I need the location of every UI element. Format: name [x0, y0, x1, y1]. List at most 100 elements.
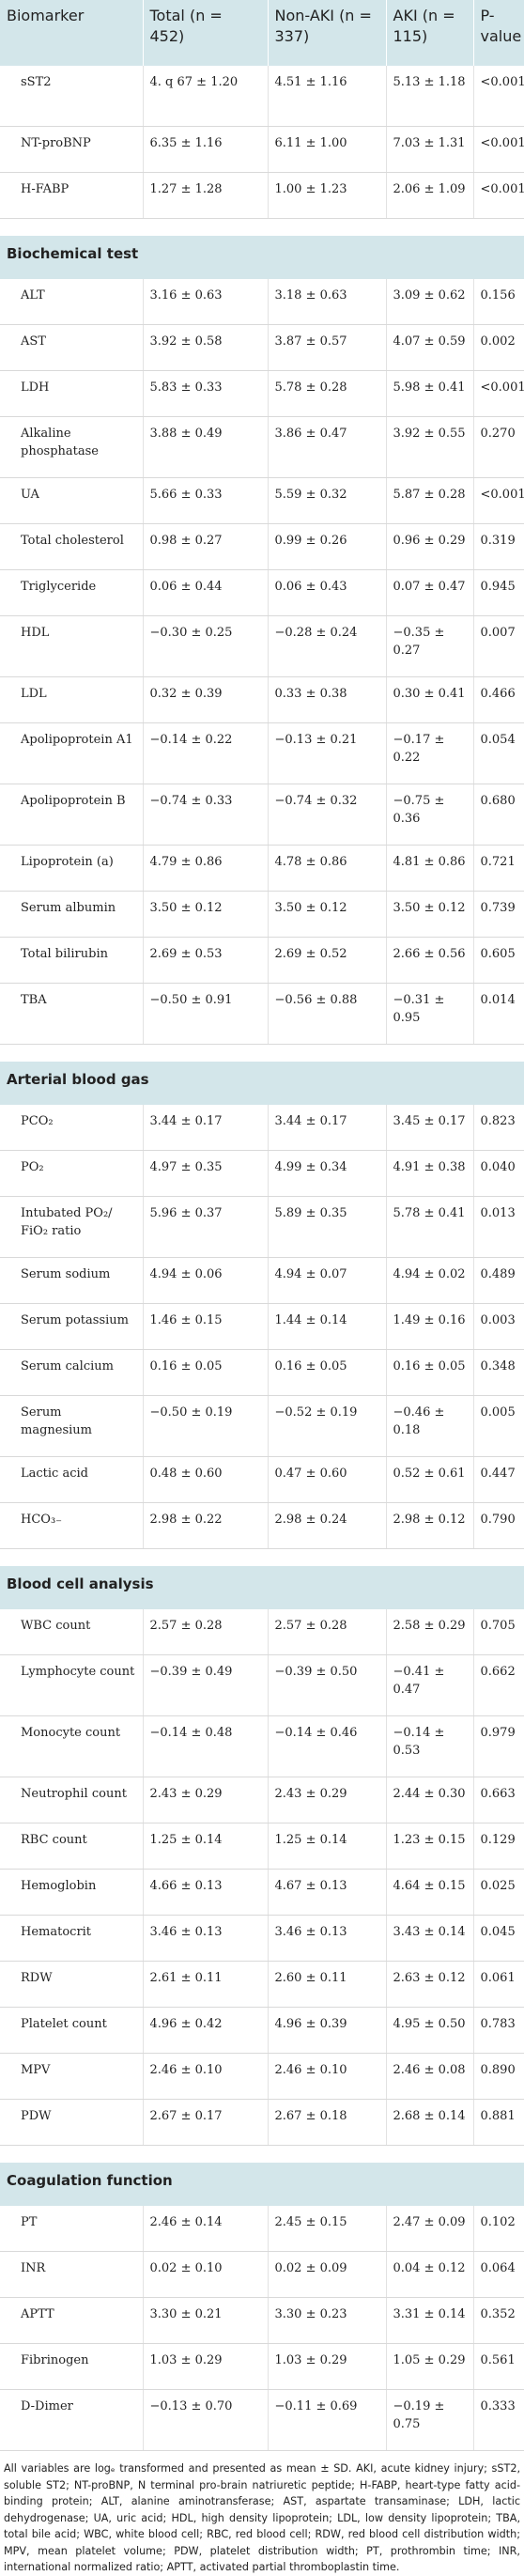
section-header-row: Biochemical test [0, 236, 524, 279]
header-row: Biomarker Total (n = 452) Non-AKI (n = 3… [0, 0, 524, 66]
biomarker-name-cell: Platelet count [0, 2007, 144, 2054]
biomarker-name-cell: MPV [0, 2053, 144, 2100]
table-row: PT 2.46 ± 0.14 2.45 ± 0.15 2.47 ± 0.09 0.102 [0, 2206, 524, 2252]
non-aki-cell: 2.43 ± 0.29 [268, 1777, 387, 1823]
table-row: RDW 2.61 ± 0.11 2.60 ± 0.11 2.63 ± 0.12 0.06… [0, 1961, 524, 2008]
aki-cell: −0.14 ± 0.53 [386, 1715, 474, 1777]
table-row: PDW 2.67 ± 0.17 2.67 ± 0.18 2.68 ± 0.14 0.88… [0, 2099, 524, 2146]
biomarker-name-cell: PO₂ [0, 1150, 144, 1197]
biomarker-name-cell: TBA [0, 983, 144, 1045]
p-value-cell: <0.001 [473, 172, 524, 219]
p-value-cell: 0.129 [473, 1823, 524, 1870]
aki-cell: 5.78 ± 0.41 [386, 1196, 474, 1258]
p-value-cell: 0.270 [473, 416, 524, 478]
aki-cell: 2.58 ± 0.29 [386, 1609, 474, 1655]
biomarker-name-cell: AST [0, 324, 144, 371]
p-value-cell: <0.001 [473, 370, 524, 417]
aki-cell: 2.44 ± 0.30 [386, 1777, 474, 1823]
p-value-cell: 0.823 [473, 1105, 524, 1151]
total-cell: 0.98 ± 0.27 [143, 523, 269, 570]
table-row: Serum albumin 3.50 ± 0.12 3.50 ± 0.12 3.50 … [0, 891, 524, 938]
biomarker-name-cell: H-FABP [0, 172, 144, 219]
total-cell: 4.79 ± 0.86 [143, 845, 269, 892]
non-aki-cell: −0.13 ± 0.21 [268, 722, 387, 784]
biomarker-name-cell: ALT [0, 279, 144, 325]
aki-cell: 2.47 ± 0.09 [386, 2206, 474, 2252]
aki-cell: 2.06 ± 1.09 [386, 172, 474, 219]
total-cell: 3.50 ± 0.12 [143, 891, 269, 938]
table-row: APTT 3.30 ± 0.21 3.30 ± 0.23 3.31 ± 0.14 0.3… [0, 2297, 524, 2344]
table-row: Fibrinogen 1.03 ± 0.29 1.03 ± 0.29 1.05 ± 0… [0, 2343, 524, 2390]
aki-cell: 5.13 ± 1.18 [386, 66, 474, 127]
non-aki-cell: 5.89 ± 0.35 [268, 1196, 387, 1258]
table-row: LDL 0.32 ± 0.39 0.33 ± 0.38 0.30 ± 0.41 0.46… [0, 676, 524, 723]
biomarker-name-cell: Lactic acid [0, 1456, 144, 1503]
non-aki-cell: 0.47 ± 0.60 [268, 1456, 387, 1503]
biomarker-name-cell: PT [0, 2206, 144, 2252]
aki-cell: 5.87 ± 0.28 [386, 477, 474, 524]
section-header-row: Coagulation function [0, 2163, 524, 2206]
table-row: Total cholesterol 0.98 ± 0.27 0.99 ± 0.26 0… [0, 523, 524, 570]
non-aki-cell: 2.57 ± 0.28 [268, 1609, 387, 1655]
total-cell: 2.67 ± 0.17 [143, 2099, 269, 2146]
p-value-cell: 0.663 [473, 1777, 524, 1823]
biomarker-name-cell: LDL [0, 676, 144, 723]
table-row: PO₂ 4.97 ± 0.35 4.99 ± 0.34 4.91 ± 0.38 0.04… [0, 1150, 524, 1197]
p-value-cell: 0.156 [473, 279, 524, 325]
aki-cell: −0.75 ± 0.36 [386, 784, 474, 846]
p-value-cell: 0.662 [473, 1654, 524, 1716]
p-value-cell: 0.014 [473, 983, 524, 1045]
aki-cell: 2.68 ± 0.14 [386, 2099, 474, 2146]
biomarker-name-cell: PDW [0, 2099, 144, 2146]
p-value-cell: <0.001 [473, 66, 524, 127]
section-spacer-cell [0, 1549, 524, 1567]
total-cell: 6.35 ± 1.16 [143, 126, 269, 173]
total-cell: 3.44 ± 0.17 [143, 1105, 269, 1151]
table-row: LDH 5.83 ± 0.33 5.78 ± 0.28 5.98 ± 0.41 <0.0… [0, 370, 524, 417]
p-value-cell: 0.054 [473, 722, 524, 784]
non-aki-cell: 1.25 ± 0.14 [268, 1823, 387, 1870]
total-cell: 2.46 ± 0.14 [143, 2206, 269, 2252]
total-cell: 5.66 ± 0.33 [143, 477, 269, 524]
non-aki-cell: −0.52 ± 0.19 [268, 1395, 387, 1457]
non-aki-cell: 1.00 ± 1.23 [268, 172, 387, 219]
table-row: Hematocrit 3.46 ± 0.13 3.46 ± 0.13 3.43 ± 0… [0, 1915, 524, 1962]
table-row: Serum calcium 0.16 ± 0.05 0.16 ± 0.05 0.16 … [0, 1349, 524, 1396]
p-value-cell: 0.013 [473, 1196, 524, 1258]
section-spacer-cell [0, 1045, 524, 1063]
p-value-cell: 0.064 [473, 2251, 524, 2298]
table-row: MPV 2.46 ± 0.10 2.46 ± 0.10 2.46 ± 0.08 0.89… [0, 2053, 524, 2100]
p-value-cell: 0.881 [473, 2099, 524, 2146]
total-cell: −0.14 ± 0.22 [143, 722, 269, 784]
table-row: RBC count 1.25 ± 0.14 1.25 ± 0.14 1.23 ± 0.… [0, 1823, 524, 1870]
total-cell: 0.02 ± 0.10 [143, 2251, 269, 2298]
biomarker-name-cell: Serum albumin [0, 891, 144, 938]
table-row: Lipoprotein (a) 4.79 ± 0.86 4.78 ± 0.86 4.8… [0, 845, 524, 892]
biomarker-name-cell: Lymphocyte count [0, 1654, 144, 1716]
section-spacer [0, 1045, 524, 1063]
biomarker-name-cell: sST2 [0, 66, 144, 127]
biomarker-name-cell: LDH [0, 370, 144, 417]
biomarker-name-cell: Hematocrit [0, 1915, 144, 1962]
aki-cell: 4.91 ± 0.38 [386, 1150, 474, 1197]
biomarker-name-cell: Fibrinogen [0, 2343, 144, 2390]
table-row: Total bilirubin 2.69 ± 0.53 2.69 ± 0.52 2.6… [0, 937, 524, 984]
total-cell: −0.30 ± 0.25 [143, 615, 269, 677]
biomarker-name-cell: PCO₂ [0, 1105, 144, 1151]
aki-cell: 0.52 ± 0.61 [386, 1456, 474, 1503]
p-value-cell: 0.102 [473, 2206, 524, 2252]
non-aki-cell: 4.51 ± 1.16 [268, 66, 387, 127]
non-aki-cell: −0.11 ± 0.69 [268, 2389, 387, 2451]
table-row: Lactic acid 0.48 ± 0.60 0.47 ± 0.60 0.52 ± … [0, 1456, 524, 1503]
biomarker-name-cell: Total bilirubin [0, 937, 144, 984]
p-value-cell: 0.319 [473, 523, 524, 570]
table-row: Serum sodium 4.94 ± 0.06 4.94 ± 0.07 4.94 ±… [0, 1257, 524, 1304]
aki-cell: 4.64 ± 0.15 [386, 1869, 474, 1916]
non-aki-cell: −0.28 ± 0.24 [268, 615, 387, 677]
aki-cell: 3.09 ± 0.62 [386, 279, 474, 325]
table-row: sST2 4. q 67 ± 1.20 4.51 ± 1.16 5.13 ± 1.18… [0, 66, 524, 127]
table-row: AST 3.92 ± 0.58 3.87 ± 0.57 4.07 ± 0.59 0.00… [0, 324, 524, 371]
total-cell: 1.25 ± 0.14 [143, 1823, 269, 1870]
total-cell: 3.16 ± 0.63 [143, 279, 269, 325]
non-aki-cell: 0.16 ± 0.05 [268, 1349, 387, 1396]
